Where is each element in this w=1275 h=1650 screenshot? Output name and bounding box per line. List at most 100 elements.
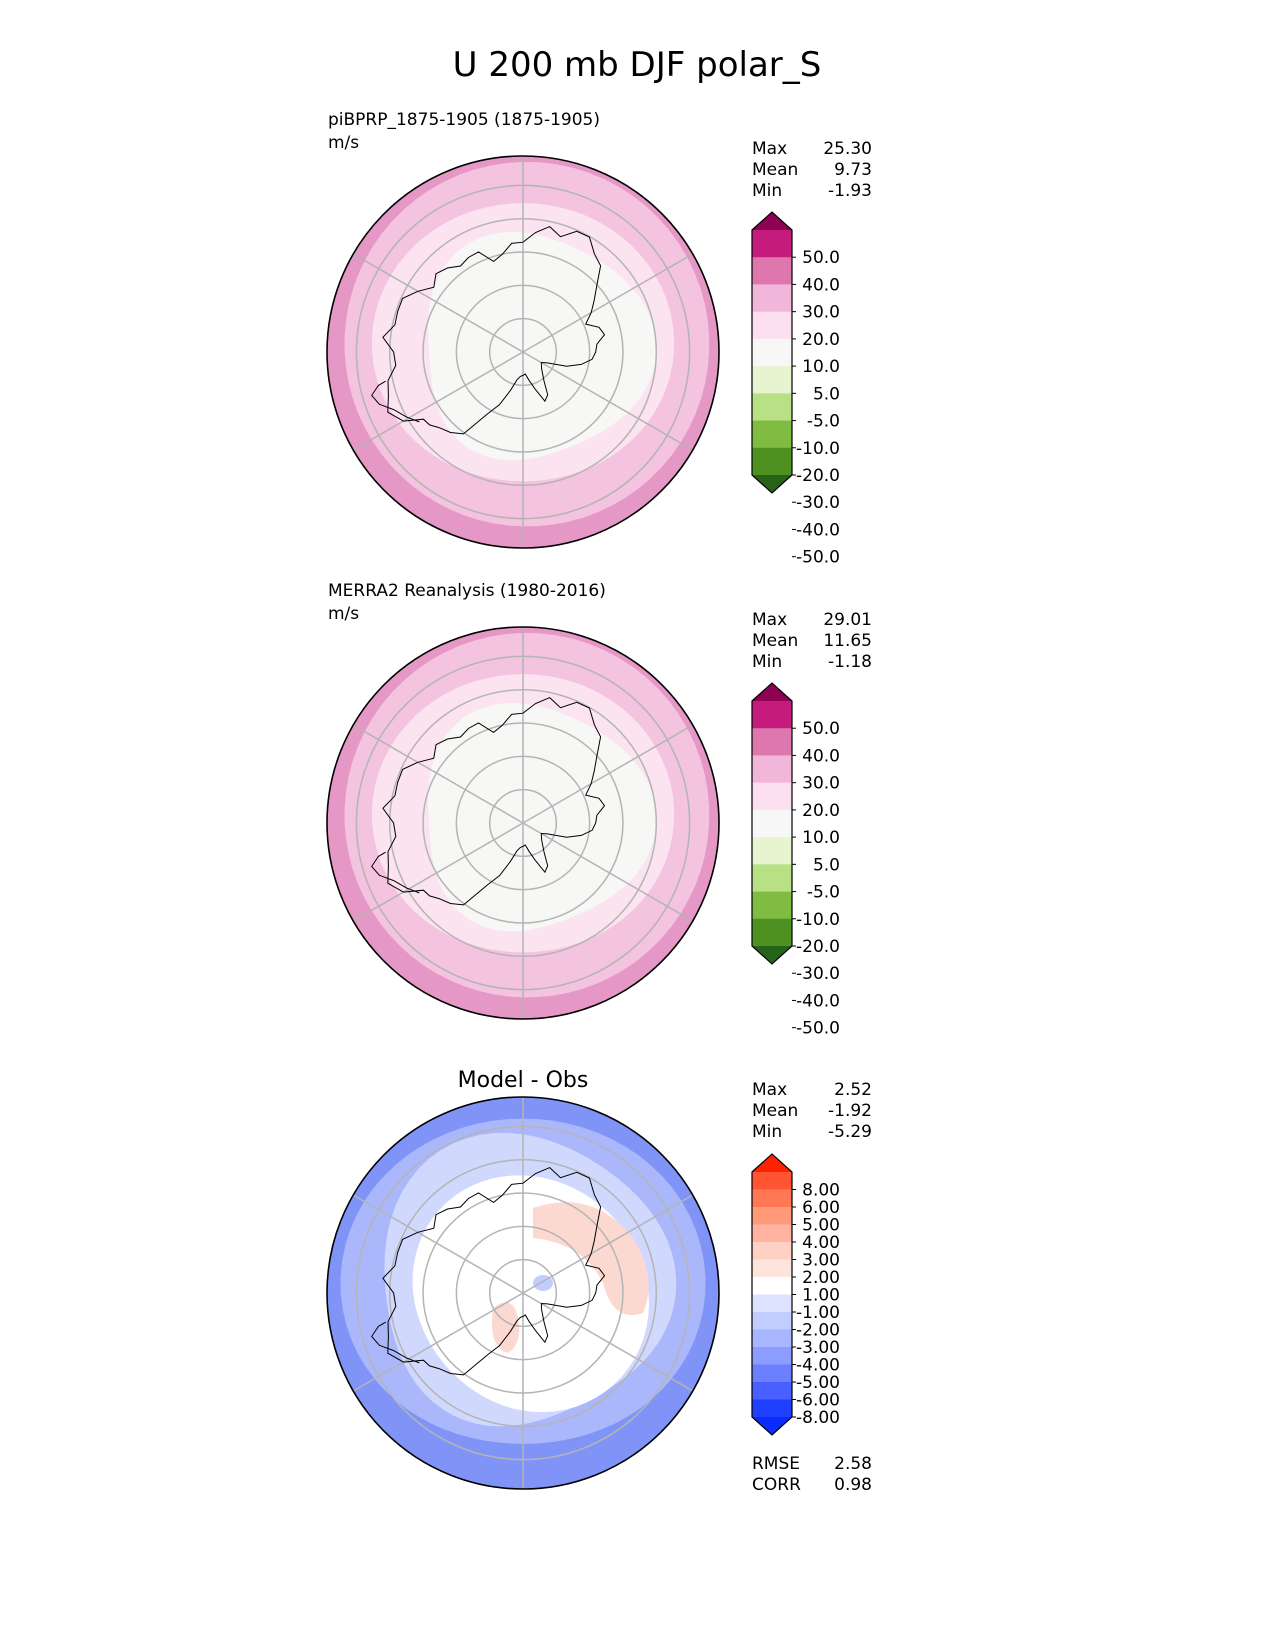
stat-label: Mean (752, 160, 798, 180)
colorbar-segment (752, 728, 792, 757)
meridian-line (352, 724, 524, 824)
colorbar-tick-label: -2.00 (796, 1321, 840, 1341)
antarctica-coastline (382, 1167, 606, 1376)
contour-band (428, 702, 657, 932)
colorbar: 50.0 40.0 30.0 20.0 10.0 5.0 -5.0 -10.0 -20.0 -30… (751, 211, 840, 568)
colorbar-extend-min (752, 946, 792, 964)
colorbar-segment (752, 1207, 792, 1226)
map-field (327, 627, 719, 1019)
colorbar-tick-label: 8.00 (802, 1181, 840, 1201)
colorbar-tick-label: 50.0 (802, 248, 840, 268)
stat-label: Max (752, 1080, 787, 1100)
contour-band (428, 231, 657, 461)
panel-title: Model - Obs (458, 1068, 589, 1093)
colorbar-extend-min (752, 1417, 792, 1435)
colorbar-segment (752, 338, 792, 367)
colorbar-segment (752, 393, 792, 422)
stat-label: Min (752, 652, 782, 672)
meridian-line (352, 822, 524, 922)
colorbar-tick-label: -40.0 (796, 991, 840, 1011)
colorbar-segment (752, 1329, 792, 1348)
colorbar-segment (752, 1312, 792, 1331)
colorbar-segment (752, 1259, 792, 1278)
metric-label: RMSE (752, 1454, 800, 1474)
stat-value: -1.92 (828, 1101, 872, 1121)
colorbar-tick-label: -40.0 (796, 520, 840, 540)
stat-label: Min (752, 1122, 782, 1142)
antarctica-coastline (382, 697, 606, 906)
colorbar-segment (752, 230, 792, 258)
stat-label: Max (752, 610, 787, 630)
colorbar-tick-label: 5.0 (813, 855, 840, 875)
colorbar-tick-label: -30.0 (796, 964, 840, 984)
colorbar-tick-label: -1.00 (796, 1303, 840, 1323)
meridian-line (522, 1292, 694, 1392)
colorbar-extend-min (752, 475, 792, 493)
colorbar-segment (752, 891, 792, 920)
meridian-line (522, 1194, 694, 1294)
colorbar-segment (752, 755, 792, 784)
peninsula-coastline (371, 1321, 420, 1364)
graticule (352, 1097, 694, 1489)
meridian-line (352, 351, 524, 451)
colorbar-tick-label: -5.0 (807, 883, 840, 903)
map-field (327, 156, 719, 548)
colorbar-segment (752, 311, 792, 340)
meridian-line (352, 1292, 524, 1392)
colorbar-tick-label: -30.0 (796, 493, 840, 513)
stat-value: 11.65 (823, 631, 872, 651)
colorbar-segment (752, 1172, 792, 1191)
colorbar-segment (752, 1294, 792, 1313)
colorbar-tick-label: -50.0 (796, 1019, 840, 1039)
panel-units: m/s (328, 133, 359, 153)
colorbar-segment (752, 1277, 792, 1296)
stat-value: -5.29 (828, 1122, 872, 1142)
colorbar-tick-label: -5.00 (796, 1373, 840, 1393)
colorbar-segment (752, 420, 792, 449)
panel-units: m/s (328, 604, 359, 624)
graticule (352, 627, 694, 1019)
colorbar-extend-max (752, 212, 792, 230)
colorbar-tick-label: 3.00 (802, 1251, 840, 1271)
colorbar-segment (752, 837, 792, 865)
stat-label: Mean (752, 631, 798, 651)
colorbar-extend-max (752, 683, 792, 701)
panel-title: MERRA2 Reanalysis (1980-2016) (328, 581, 606, 601)
colorbar-segment (752, 809, 792, 838)
stat-label: Max (752, 139, 787, 159)
colorbar-tick-label: 50.0 (802, 719, 840, 739)
colorbar-tick-label: -20.0 (796, 466, 840, 486)
colorbar-segment (752, 1224, 792, 1243)
colorbar-tick-label: 40.0 (802, 275, 840, 295)
colorbar-segment (752, 782, 792, 811)
colorbar-tick-label: 1.00 (802, 1286, 840, 1306)
colorbar-tick-label: -10.0 (796, 910, 840, 930)
colorbar-tick-label: 30.0 (802, 774, 840, 794)
colorbar-tick-label: 20.0 (802, 330, 840, 350)
map-border (326, 155, 720, 549)
stat-value: -1.93 (828, 181, 872, 201)
antarctica-coastline (382, 226, 606, 435)
colorbar-segment (752, 701, 792, 729)
meridian-line (522, 253, 694, 353)
colorbar-tick-label: -4.00 (796, 1356, 840, 1376)
peninsula-coastline (371, 851, 420, 894)
colorbar-tick-label: 4.00 (802, 1233, 840, 1253)
colorbar-segment (752, 366, 792, 394)
colorbar-segment (752, 1242, 792, 1261)
colorbar-tick-label: 40.0 (802, 746, 840, 766)
stat-value: -1.18 (828, 652, 872, 672)
colorbar: 50.0 40.0 30.0 20.0 10.0 5.0 -5.0 -10.0 -20.0 -30… (751, 682, 840, 1039)
colorbar: 8.006.005.004.003.002.001.00-1.00-2.00-3… (751, 1153, 840, 1436)
colorbar-tick-label: -3.00 (796, 1338, 840, 1358)
colorbar-segment (752, 1189, 792, 1208)
colorbar-tick-label: -50.0 (796, 548, 840, 568)
colorbar-segment (752, 257, 792, 286)
graticule (352, 156, 694, 548)
colorbar-tick-label: -5.0 (807, 412, 840, 432)
colorbar-tick-label: -8.00 (796, 1408, 840, 1428)
metric-label: CORR (752, 1475, 801, 1495)
colorbar-segment (752, 447, 792, 476)
colorbar-segment (752, 918, 792, 947)
colorbar-segment (752, 864, 792, 893)
